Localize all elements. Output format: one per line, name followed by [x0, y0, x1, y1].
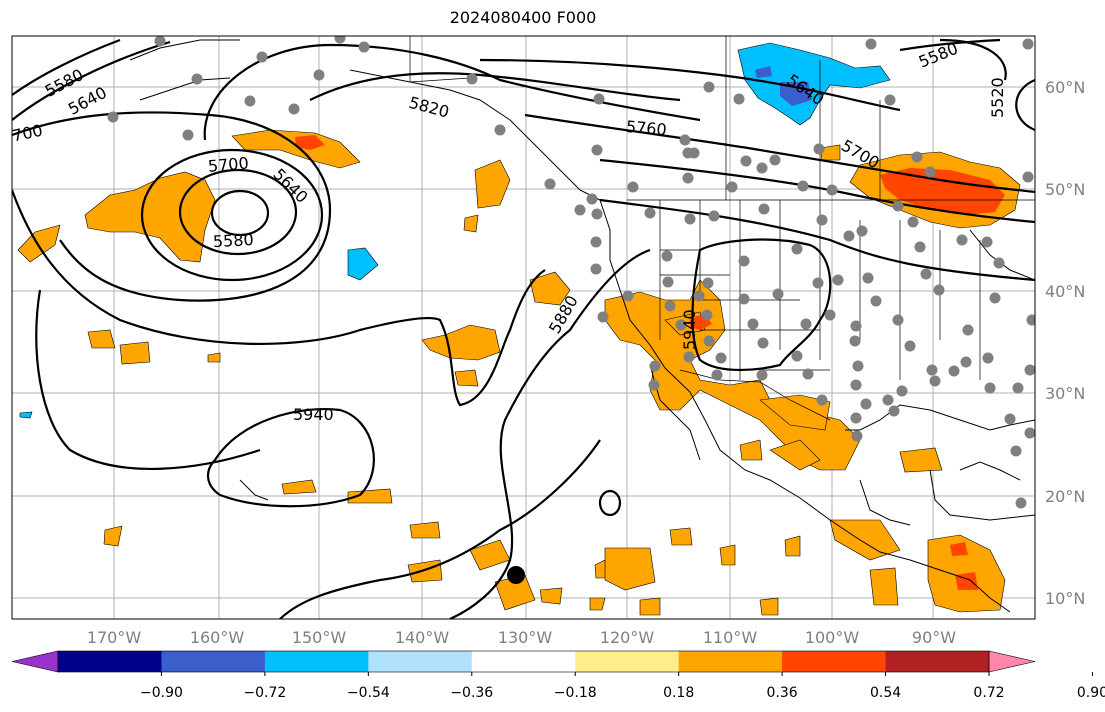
lon-label: 110°W — [703, 628, 758, 647]
colorbar-label: 0.18 — [663, 685, 694, 701]
lat-label: 60°N — [1045, 78, 1085, 97]
lon-label: 160°W — [190, 628, 245, 647]
contour-label: 5760 — [625, 117, 667, 139]
map-frame — [11, 35, 1036, 620]
longitude-labels: 170°W 160°W 150°W 140°W 130°W 120°W 110°… — [87, 628, 956, 647]
lat-label: 40°N — [1045, 282, 1085, 301]
colorbar-frame — [57, 650, 990, 673]
colorbar-label: −0.36 — [450, 685, 493, 701]
strong-positive-regions — [295, 135, 1005, 590]
lon-label: 170°W — [87, 628, 142, 647]
colorbar-label: 0.36 — [767, 685, 798, 701]
contour-label: 5700 — [207, 153, 249, 175]
colorbar-label: −0.54 — [347, 685, 390, 701]
colorbar-segment — [161, 651, 266, 672]
lat-label: 50°N — [1045, 180, 1085, 199]
colorbar-labels: −0.90 −0.72 −0.54 −0.36 −0.18 0.18 0.36 0.54 0.7… — [140, 672, 1105, 701]
height-contours — [12, 38, 1035, 619]
lon-label: 100°W — [805, 628, 860, 647]
colorbar-segment — [264, 651, 369, 672]
colorbar — [11, 650, 1036, 673]
lon-label: 130°W — [498, 628, 553, 647]
colorbar-label: −0.18 — [554, 685, 597, 701]
latitude-labels: 60°N 50°N 40°N 30°N 20°N 10°N — [1045, 78, 1085, 608]
colorbar-segment — [368, 651, 473, 672]
colorbar-segment — [782, 651, 887, 672]
map-title: 2024080400 F000 — [449, 8, 597, 27]
colorbar-segment — [885, 651, 990, 672]
lon-label: 150°W — [292, 628, 347, 647]
station-markers — [107, 36, 1035, 509]
colorbar-extend-low — [11, 650, 59, 673]
contour-label: 5940 — [680, 309, 699, 350]
colorbar-label: 0.72 — [973, 685, 1004, 701]
contour-label: 5940 — [293, 405, 334, 424]
colorbar-segment — [678, 651, 783, 672]
colorbar-label: −0.72 — [243, 685, 286, 701]
coastlines — [129, 39, 1035, 613]
colorbar-segment — [575, 651, 680, 672]
lat-label: 10°N — [1045, 589, 1085, 608]
colorbar-segment — [471, 651, 576, 672]
contour-label: 5580 — [212, 230, 254, 251]
colorbar-extend-high — [988, 650, 1036, 673]
contour-label: 5520 — [988, 77, 1007, 118]
colorbar-label: 0.54 — [870, 685, 901, 701]
lon-label: 120°W — [600, 628, 655, 647]
lon-label: 90°W — [912, 628, 956, 647]
colorbar-segment — [58, 651, 162, 672]
lat-label: 20°N — [1045, 487, 1085, 506]
colorbar-label: −0.90 — [140, 685, 183, 701]
lat-label: 30°N — [1045, 384, 1085, 403]
storm-marker — [507, 566, 525, 584]
lon-label: 140°W — [395, 628, 450, 647]
colorbar-label: 0.90 — [1077, 685, 1105, 701]
